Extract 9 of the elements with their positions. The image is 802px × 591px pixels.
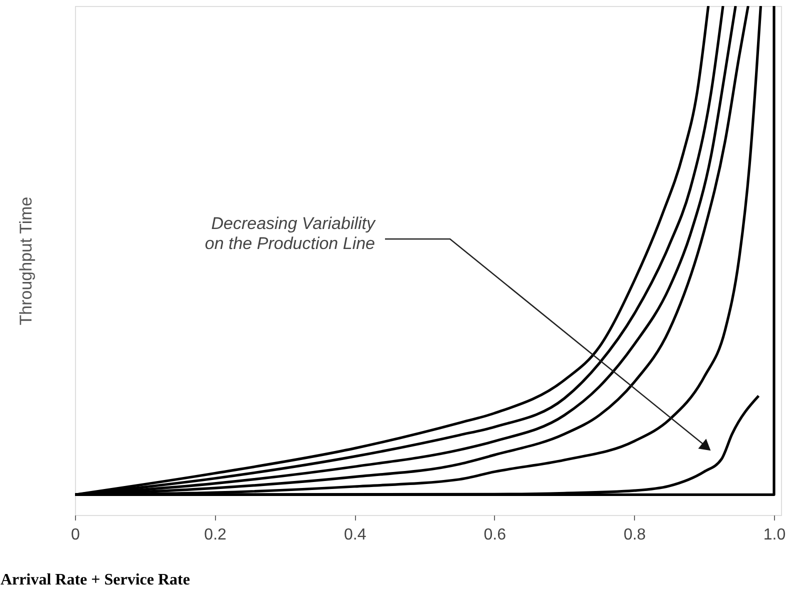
x-tick-label: 0.4 bbox=[344, 526, 366, 544]
x-tick-label: 0.8 bbox=[624, 526, 646, 544]
x-tick-label: 0.6 bbox=[484, 526, 506, 544]
x-tick-label: 0.2 bbox=[204, 526, 227, 544]
x-tick-label: 0 bbox=[71, 526, 80, 544]
x-tick-label: 1.0 bbox=[763, 526, 786, 544]
annotation: Decreasing Variability on the Production Line bbox=[204, 214, 376, 253]
x-axis-title: Arrival Rate + Service Rate bbox=[0, 572, 190, 588]
y-axis-title: Throughput Time bbox=[16, 196, 36, 326]
